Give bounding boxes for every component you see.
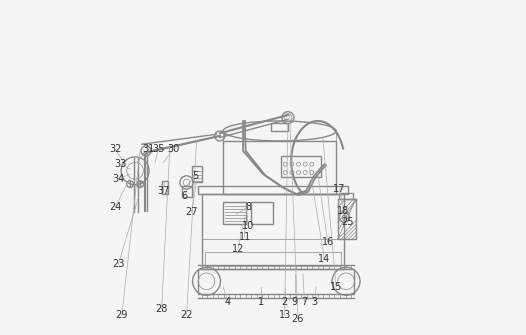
Text: 9: 9 xyxy=(291,297,298,307)
Text: 10: 10 xyxy=(242,221,254,230)
Text: 35: 35 xyxy=(152,144,165,154)
Text: 7: 7 xyxy=(301,297,308,307)
Bar xyxy=(339,193,353,199)
Text: 33: 33 xyxy=(114,159,126,169)
Text: 27: 27 xyxy=(185,207,198,217)
Text: 30: 30 xyxy=(167,144,179,154)
Bar xyxy=(223,141,336,194)
Text: 15: 15 xyxy=(330,282,342,292)
Bar xyxy=(201,194,345,269)
Bar xyxy=(205,252,341,266)
Text: 29: 29 xyxy=(116,310,128,320)
Text: 18: 18 xyxy=(337,206,349,216)
Text: 32: 32 xyxy=(109,144,122,154)
Bar xyxy=(251,202,273,224)
Text: 25: 25 xyxy=(341,217,354,227)
Text: 11: 11 xyxy=(239,232,251,242)
Text: 26: 26 xyxy=(292,314,304,324)
Text: 22: 22 xyxy=(180,310,193,320)
Text: 12: 12 xyxy=(232,244,244,254)
Text: 28: 28 xyxy=(156,304,168,314)
Text: 24: 24 xyxy=(109,202,122,212)
Bar xyxy=(198,269,355,294)
Bar xyxy=(161,181,168,194)
Text: 17: 17 xyxy=(333,184,346,194)
Text: 4: 4 xyxy=(225,297,231,307)
Text: 2: 2 xyxy=(281,297,288,307)
Text: 23: 23 xyxy=(112,259,125,269)
Bar xyxy=(198,186,348,194)
Text: 1: 1 xyxy=(258,297,265,307)
Text: 5: 5 xyxy=(192,171,198,181)
Text: 31: 31 xyxy=(142,144,155,154)
Text: 14: 14 xyxy=(318,254,330,264)
Bar xyxy=(191,166,201,183)
Text: 16: 16 xyxy=(322,237,334,247)
Bar xyxy=(181,186,191,197)
Text: 13: 13 xyxy=(278,310,291,320)
Text: 3: 3 xyxy=(311,297,318,307)
Text: 34: 34 xyxy=(113,174,125,184)
Text: 6: 6 xyxy=(182,191,188,201)
Bar xyxy=(281,156,321,178)
Text: 37: 37 xyxy=(157,186,169,196)
Bar xyxy=(271,123,288,131)
Bar xyxy=(223,202,246,224)
Text: 8: 8 xyxy=(245,202,251,212)
Bar xyxy=(338,199,356,239)
